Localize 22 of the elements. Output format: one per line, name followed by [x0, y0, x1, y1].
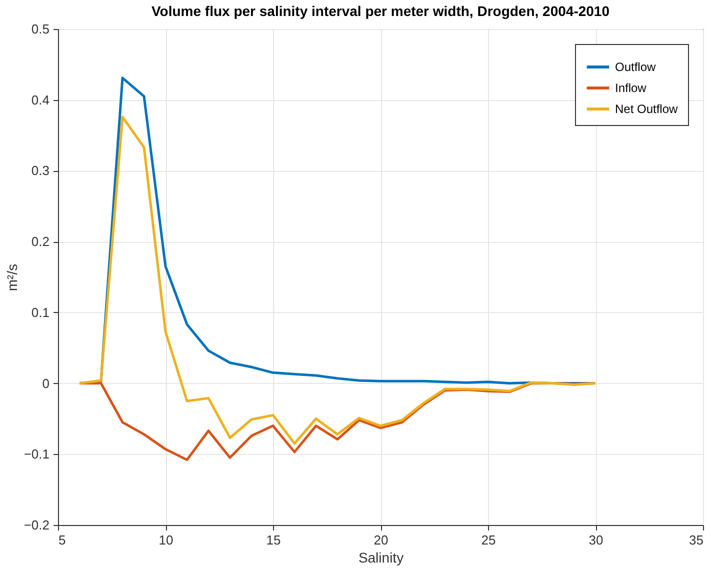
x-tick-label: 25 — [481, 532, 496, 548]
x-tick-label: 15 — [266, 532, 281, 548]
y-tick-label: 0.1 — [31, 304, 50, 320]
y-tick-label: 0 — [42, 376, 50, 391]
legend-label: Outflow — [615, 60, 656, 74]
y-axis-title: m²/s — [4, 264, 20, 292]
y-tick-label: 0.3 — [31, 163, 50, 178]
x-tick-label: 30 — [588, 532, 604, 548]
x-tick-label: 10 — [158, 532, 174, 548]
y-tick-label: −0.1 — [24, 446, 50, 462]
y-tick-label: 0.5 — [31, 22, 50, 36]
y-tick-label: 0.4 — [31, 92, 50, 108]
legend-label: Net Outflow — [615, 102, 678, 116]
y-tick-label: 0.2 — [31, 234, 50, 250]
x-tick-label: 20 — [374, 532, 388, 548]
x-tick-label: 5 — [58, 532, 66, 548]
y-tick-label: −0.2 — [24, 518, 50, 532]
x-axis-title: Salinity — [358, 550, 404, 566]
line-series — [78, 116, 597, 445]
legend-label: Inflow — [615, 81, 647, 95]
x-tick-label: 35 — [689, 532, 704, 548]
chart-title: Volume flux per salinity interval per meter width, Drogden, 2004-2010 — [152, 3, 610, 19]
